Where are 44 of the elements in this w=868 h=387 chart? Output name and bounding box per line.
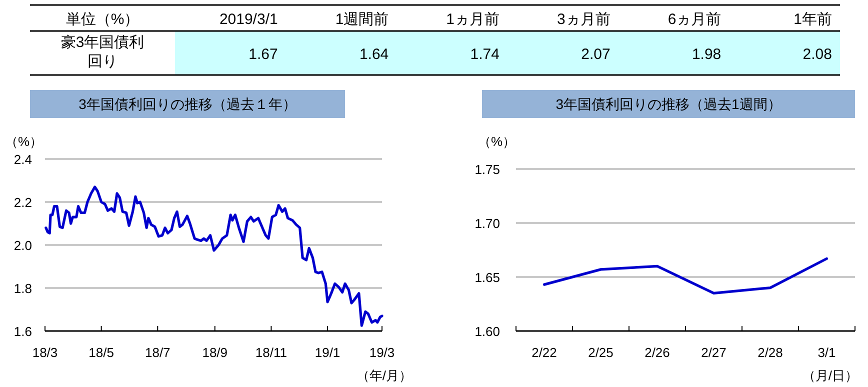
- x-axis-title: （年/月）: [356, 368, 412, 383]
- line-series: [542, 257, 828, 294]
- line-series: [44, 186, 384, 327]
- chart-title: 3年国債利回りの推移（過去１年）: [78, 96, 296, 112]
- x-tick-label: 18/9: [202, 345, 228, 360]
- x-tick-label: 18/7: [144, 345, 170, 360]
- category-label: 1年前: [794, 11, 832, 28]
- x-tick-label: 18/11: [255, 345, 287, 360]
- x-tick-label: 19/1: [314, 345, 340, 360]
- data-label: 1.67: [248, 46, 278, 63]
- data-label: 2.08: [802, 46, 832, 63]
- y-tick-label: 1.60: [474, 324, 500, 339]
- y-tick-label: 1.8: [14, 281, 32, 296]
- category-label: 1週間前: [335, 11, 389, 28]
- chart-title: 3年国債利回りの推移（過去1週間）: [556, 96, 782, 112]
- x-tick-label: 18/3: [32, 345, 58, 360]
- category-label: 2019/3/1: [219, 11, 278, 28]
- x-tick-label: 2/26: [644, 345, 670, 360]
- y-axis-title: （%）: [478, 134, 516, 149]
- data-label: 2.07: [581, 46, 610, 63]
- y-tick-label: 2.0: [14, 238, 32, 253]
- data-label: 1.98: [692, 46, 722, 63]
- x-tick-label: 18/5: [88, 345, 114, 360]
- y-tick-label: 1.6: [14, 324, 32, 339]
- x-tick-label: 2/28: [758, 345, 783, 360]
- category-label: 1ヵ月前: [446, 11, 500, 28]
- text: 単位（%）: [66, 11, 140, 28]
- x-tick-label: 2/25: [588, 345, 614, 360]
- y-tick-label: 2.4: [14, 152, 32, 167]
- x-tick-label: 2/22: [532, 345, 557, 360]
- y-axis-title: （%）: [5, 134, 43, 149]
- y-tick-label: 2.2: [14, 195, 32, 210]
- x-axis-title: （月/日）: [802, 368, 858, 383]
- x-tick-label: 3/1: [818, 345, 836, 360]
- category-label: 3ヵ月前: [556, 11, 610, 28]
- category-label: 6ヵ月前: [668, 11, 722, 28]
- y-tick-label: 1.70: [474, 216, 500, 231]
- text: 豪3年国債利回り: [60, 33, 146, 71]
- y-tick-label: 1.75: [474, 162, 500, 177]
- x-tick-label: 19/3: [369, 345, 395, 360]
- y-tick-label: 1.65: [474, 270, 500, 285]
- x-tick-label: 2/27: [701, 345, 726, 360]
- data-label: 1.64: [359, 46, 389, 63]
- data-label: 1.74: [470, 46, 500, 63]
